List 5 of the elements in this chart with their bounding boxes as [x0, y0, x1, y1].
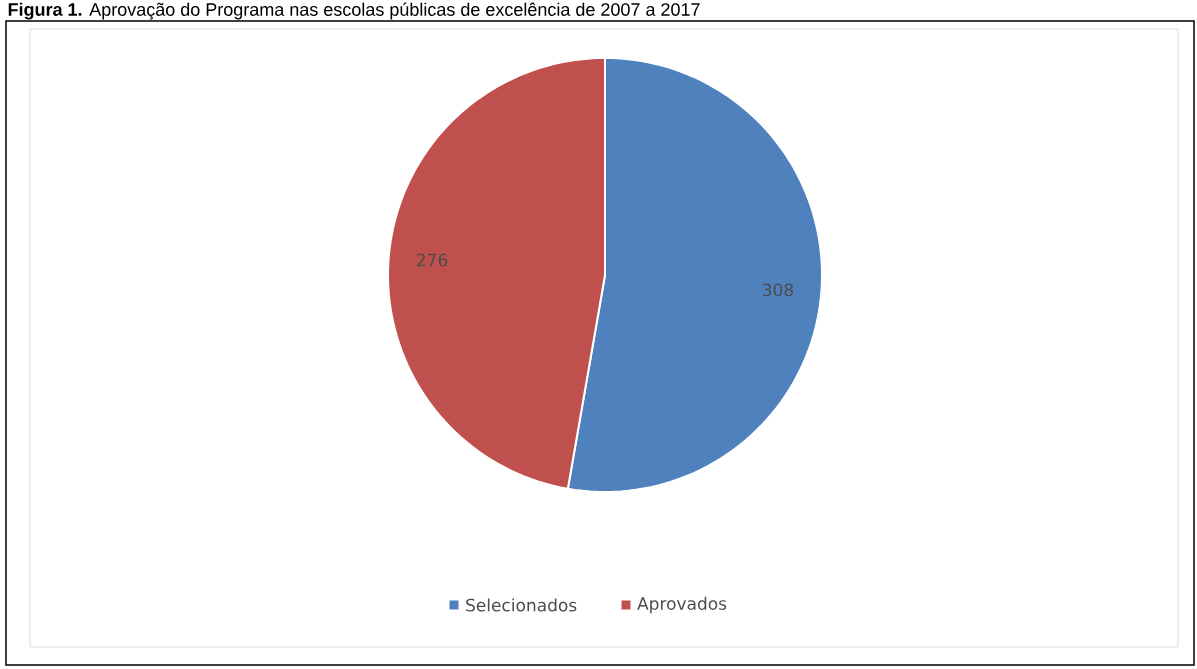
data-label: 276 [417, 253, 448, 267]
legend-label: Selecionados [466, 598, 577, 612]
legend-label: Aprovados [637, 596, 727, 614]
data-label: 308 [763, 283, 794, 297]
chart-title: Figura 1. Aprovação do Programa nas escolas públicas de excelência de 2007 a 2017 [8, 2, 700, 20]
